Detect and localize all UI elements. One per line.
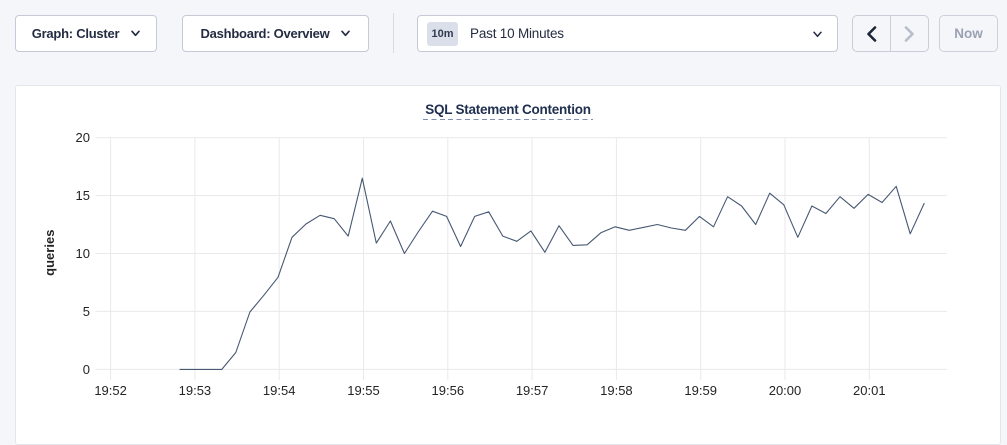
svg-text:19:53: 19:53	[179, 383, 212, 398]
svg-text:19:54: 19:54	[263, 383, 296, 398]
svg-text:queries: queries	[42, 230, 57, 276]
svg-text:19:58: 19:58	[600, 383, 633, 398]
svg-text:19:57: 19:57	[516, 383, 549, 398]
svg-text:19:52: 19:52	[94, 383, 127, 398]
svg-text:20:00: 20:00	[769, 383, 802, 398]
svg-text:15: 15	[76, 188, 90, 203]
svg-text:10: 10	[76, 246, 90, 261]
svg-text:20: 20	[76, 130, 90, 145]
svg-text:0: 0	[83, 362, 90, 377]
svg-text:20:01: 20:01	[853, 383, 886, 398]
svg-text:19:55: 19:55	[347, 383, 380, 398]
svg-text:19:56: 19:56	[432, 383, 465, 398]
svg-text:19:59: 19:59	[684, 383, 717, 398]
svg-text:5: 5	[83, 304, 90, 319]
